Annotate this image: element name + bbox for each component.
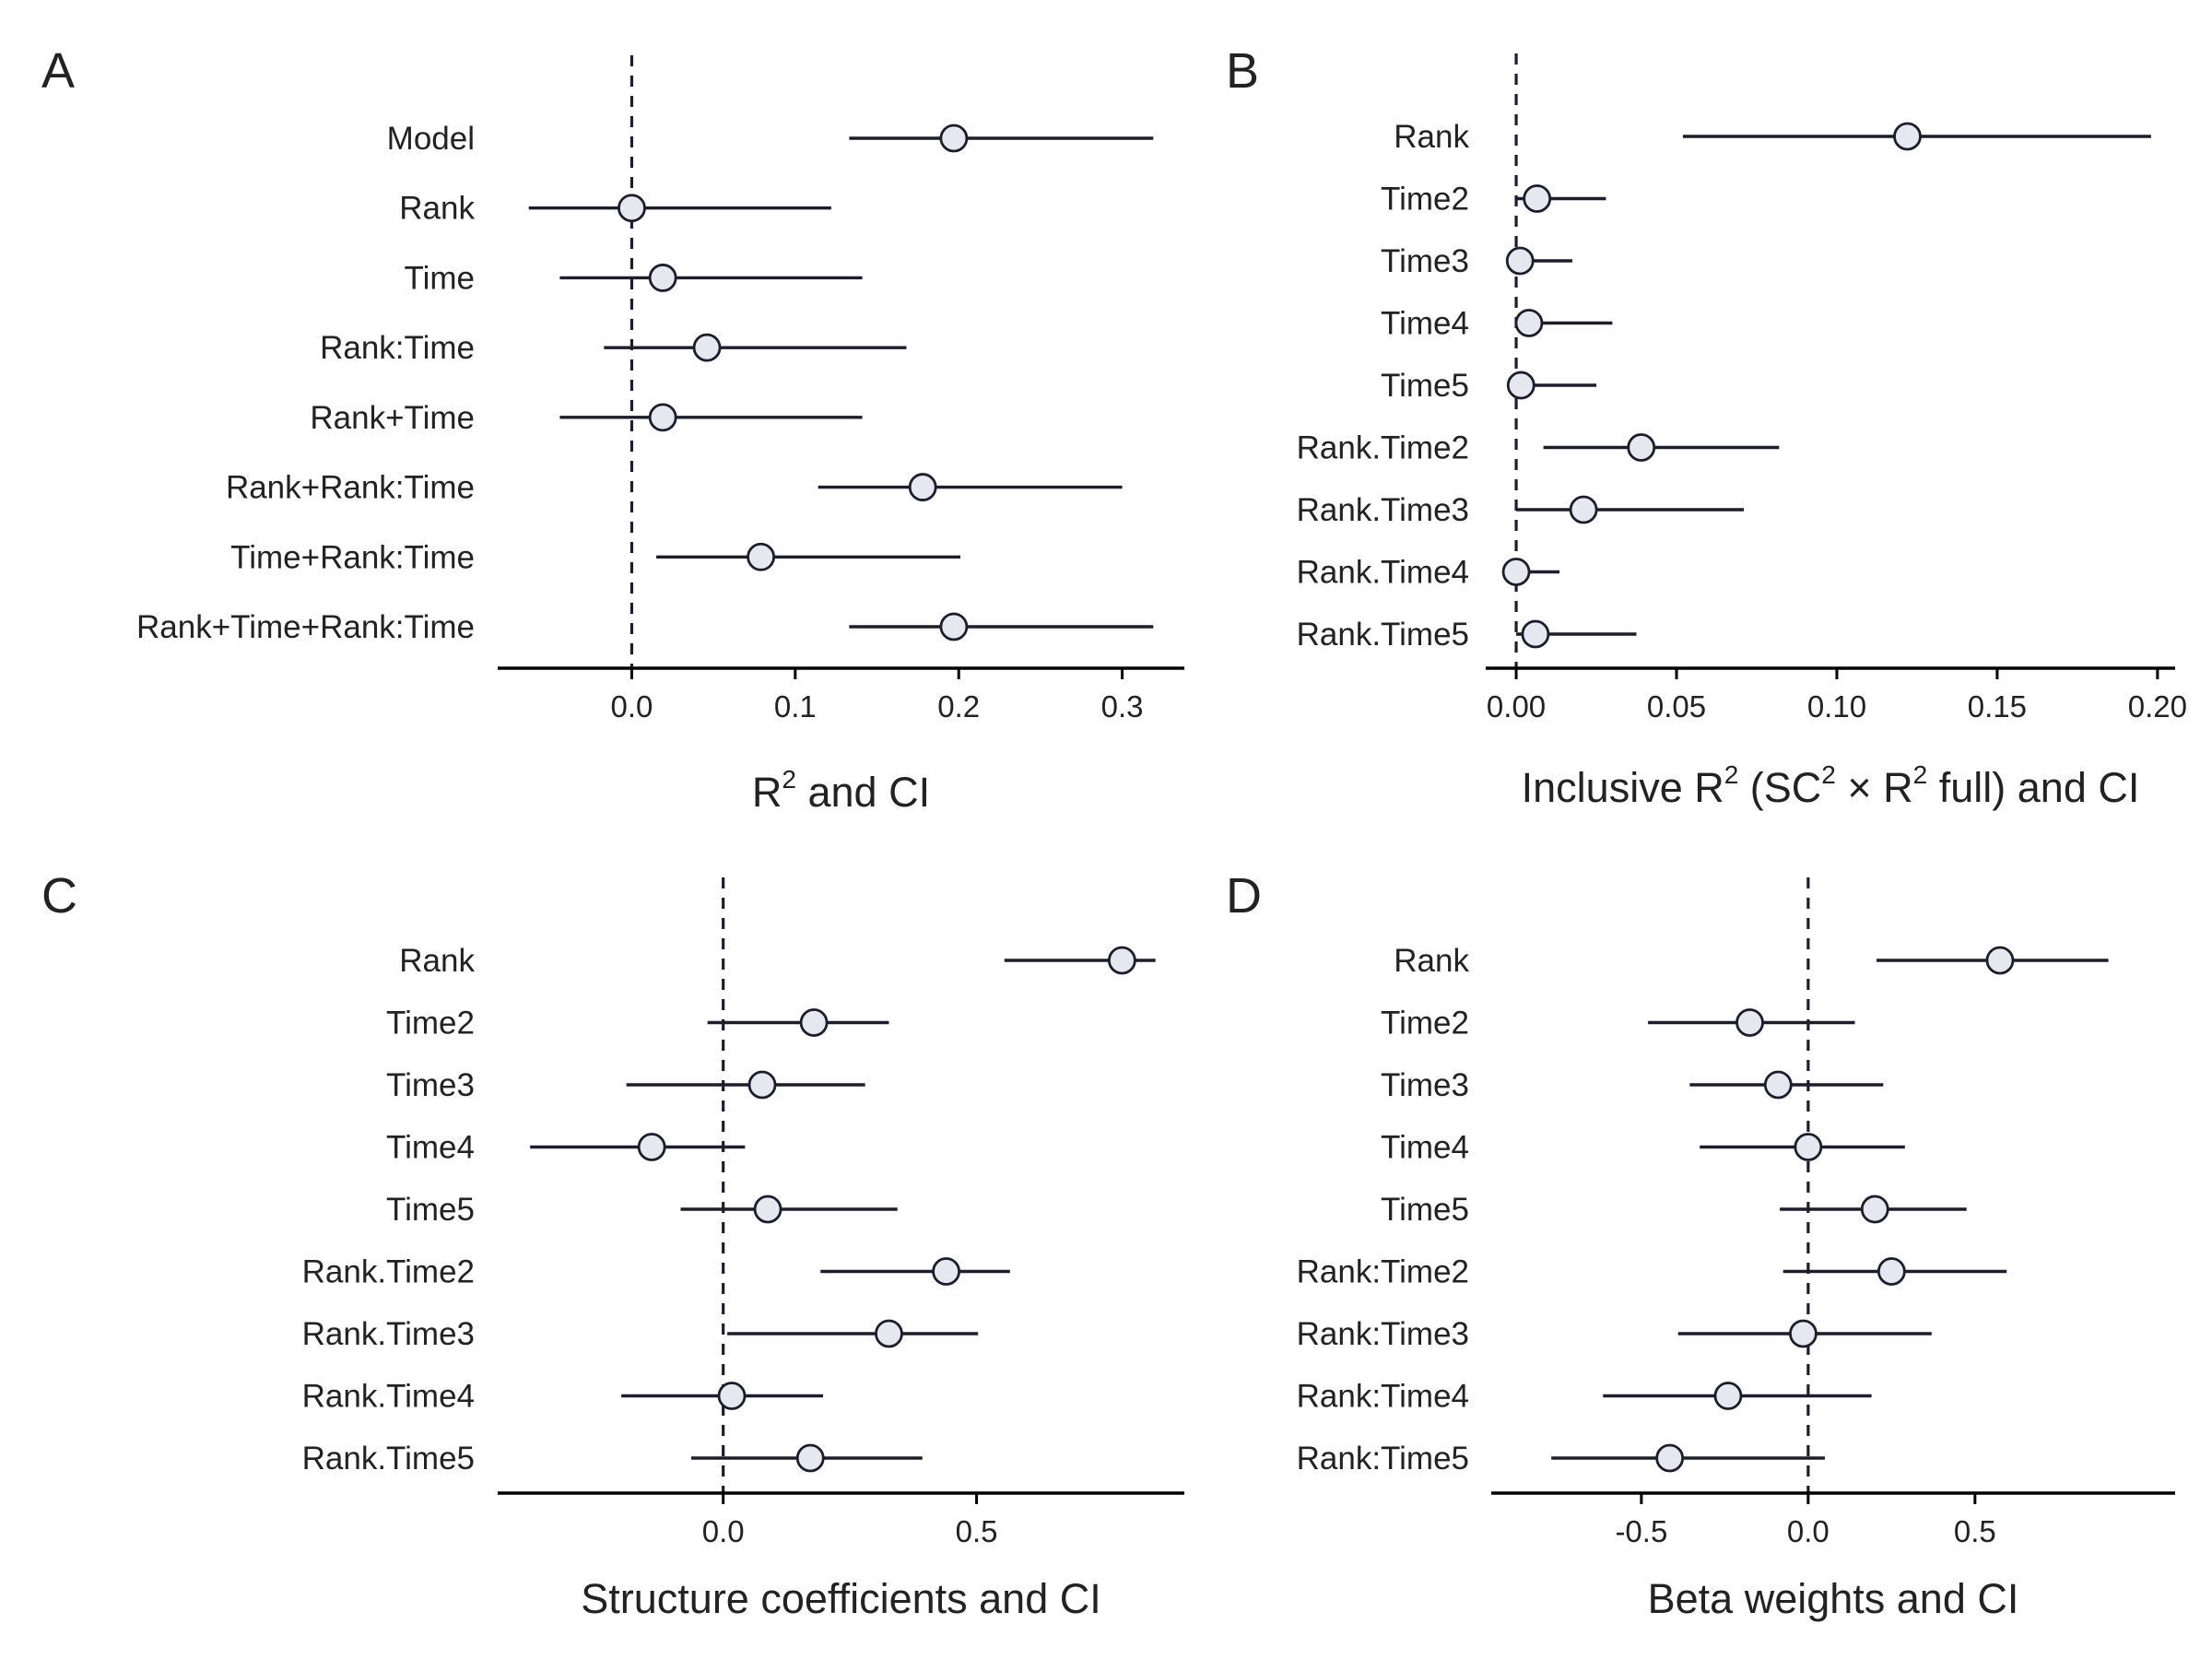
panel-d-point [1877,1257,1906,1286]
panel-a-category-label: Time [405,260,475,296]
panel-c-x-axis-title: Structure coefficients and CI [581,1575,1100,1622]
panel-a-category-label: Time+Rank:Time [230,539,475,575]
panel-c: C 0.0 0.5 Rank Time2 Time3 Time4 Time5 Rank.Time… [41,868,1184,1622]
panel-c-point [637,1133,666,1161]
panel-a-point [648,403,677,432]
panel-b-point [1569,495,1598,524]
panel-b-point [1521,619,1550,649]
panel-c-x-tick-label: 0.5 [956,1514,998,1548]
panel-c-point [717,1382,747,1410]
panel-c-category-label: Time2 [386,1006,475,1041]
panel-a-point [618,194,646,223]
panel-a-category-label: Rank:Time [320,330,475,366]
panel-b-letter: B [1226,43,1259,99]
panel-b-point [1501,558,1531,586]
panel-a-category-label: Rank+Time+Rank:Time [136,609,475,645]
panel-d-point [1860,1194,1889,1224]
panel-b-point [1627,433,1656,462]
panel-b-x-tick-label: 0.20 [2128,689,2187,724]
panel-a-point [648,264,677,292]
panel-d: D -0.5 0.0 0.5 Rank Time2 Time3 Time4 Time5 Rank:… [1226,868,2175,1622]
panel-a-category-label: Model [387,121,475,157]
panel-c-letter: C [41,868,77,924]
panel-c-category-label: Rank.Time4 [302,1379,475,1415]
panel-a-x-tick-label: 0.1 [774,689,817,724]
panel-b-category-label: Rank.Time3 [1297,492,1469,528]
panel-b-x-axis-title: Inclusive R2 (SC2 × R2 full) and CI [1522,760,2140,811]
panel-d-point [1794,1133,1823,1161]
panel-c-category-label: Time3 [386,1067,475,1103]
panel-b-x-tick-label: 0.05 [1647,689,1706,724]
panel-d-x-tick-label: 0.5 [1954,1514,1996,1548]
panel-d-point [1655,1443,1685,1473]
panel-d-point [1735,1008,1764,1037]
panel-c-point [795,1443,825,1473]
panel-d-point [1789,1319,1818,1348]
panel-d-category-label: Rank:Time4 [1297,1379,1469,1415]
panel-c-category-label: Rank.Time3 [302,1316,475,1352]
panel-d-category-label: Time5 [1381,1192,1469,1228]
panel-b-point [1506,371,1535,400]
panel-c-category-label: Rank.Time5 [302,1441,475,1477]
panel-b-category-label: Time2 [1381,182,1469,218]
panel-d-x-tick-label: 0.0 [1787,1514,1830,1548]
panel-a-point [908,473,937,501]
panel-b-category-label: Rank.Time5 [1297,617,1469,653]
panel-b-category-label: Rank [1394,119,1469,155]
panel-b: B 0.00 0.05 0.10 0.15 0.20 Rank Time2 Time3 Time4… [1226,43,2187,811]
panel-a: A 0.0 0.1 0.2 0.3 Model Rank Time Rank:Time Rank+… [41,43,1184,816]
panel-a-x-axis-title: R2 and CI [752,765,930,816]
panel-b-category-label: Rank.Time4 [1297,555,1469,591]
panel-b-x-tick-label: 0.00 [1487,689,1546,724]
panel-d-category-label: Time3 [1381,1067,1469,1103]
panel-a-category-label: Rank [399,191,475,227]
panel-b-point [1505,246,1535,276]
panel-a-category-label: Rank+Rank:Time [226,470,475,506]
panel-b-x-tick-label: 0.10 [1807,689,1866,724]
panel-a-point [939,612,969,641]
panel-a-x-tick-label: 0.0 [611,689,653,724]
panel-b-point [1893,122,1922,151]
panel-d-x-axis-title: Beta weights and CI [1648,1575,2019,1622]
panel-a-x-tick-label: 0.2 [937,689,980,724]
panel-c-point [747,1070,777,1100]
panel-d-category-label: Time4 [1381,1130,1469,1166]
panel-c-x-tick-label: 0.0 [702,1514,745,1548]
panel-c-point [1107,946,1136,975]
panel-a-point [747,542,775,571]
panel-d-x-tick-label: -0.5 [1615,1514,1667,1548]
panel-b-point [1514,309,1544,337]
panel-d-letter: D [1226,868,1262,924]
panel-d-category-label: Rank [1394,943,1469,979]
panel-a-point [939,124,969,153]
panel-c-category-label: Rank [399,943,475,979]
panel-d-point [1713,1382,1743,1410]
panel-c-point [932,1257,960,1286]
panel-b-category-label: Time4 [1381,306,1469,342]
panel-d-point [1763,1070,1793,1100]
panel-c-point [799,1008,829,1037]
panel-c-point [753,1194,782,1224]
panel-a-letter: A [41,43,75,99]
panel-a-x-tick-label: 0.3 [1101,689,1144,724]
panel-b-category-label: Time5 [1381,368,1469,404]
panel-d-category-label: Time2 [1381,1006,1469,1041]
panel-a-category-label: Rank+Time [310,400,475,436]
panel-d-category-label: Rank:Time5 [1297,1441,1469,1477]
panel-d-category-label: Rank:Time3 [1297,1316,1469,1352]
panel-b-category-label: Time3 [1381,243,1469,279]
panel-b-x-tick-label: 0.15 [1968,689,2027,724]
panel-c-category-label: Rank.Time2 [302,1254,475,1290]
panel-b-point [1523,184,1552,213]
panel-c-category-label: Time4 [386,1130,475,1166]
panel-d-point [1985,946,2015,975]
panel-c-point [875,1319,903,1348]
panel-a-point [692,333,722,362]
panel-c-category-label: Time5 [386,1192,475,1228]
panel-d-category-label: Rank:Time2 [1297,1254,1469,1290]
panel-b-category-label: Rank.Time2 [1297,430,1469,466]
